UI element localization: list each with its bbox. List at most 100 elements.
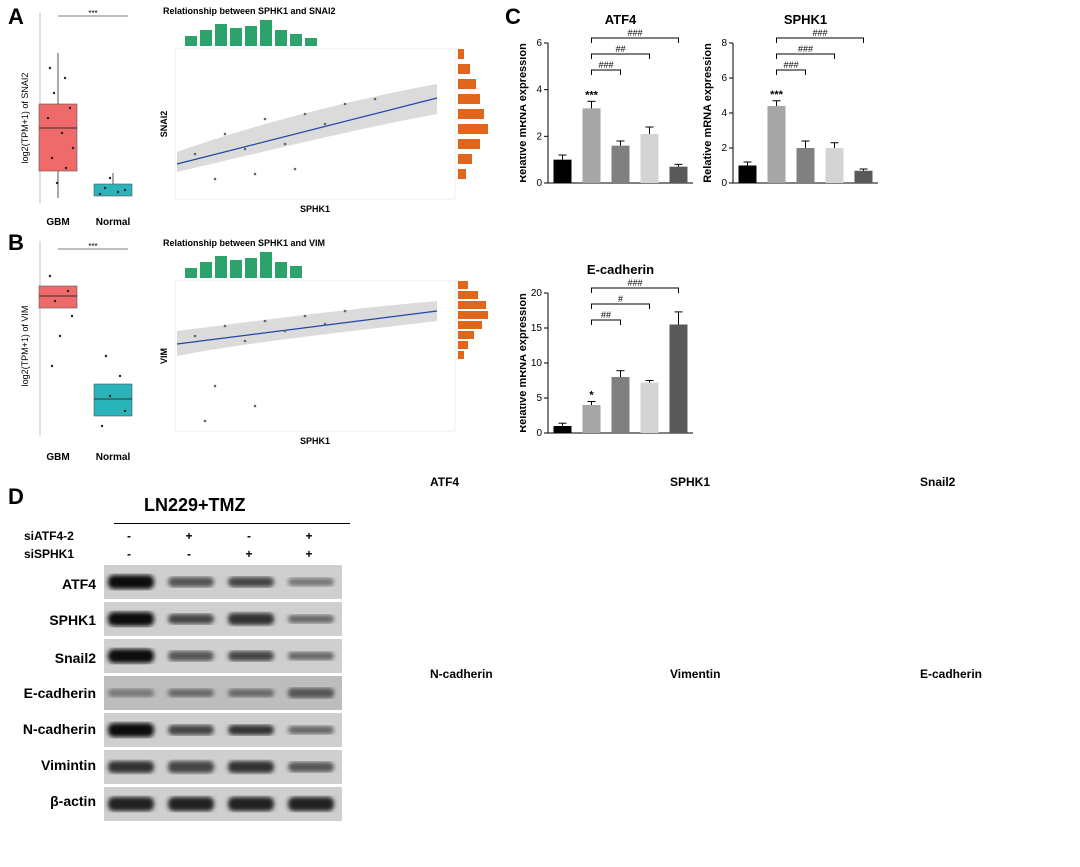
c_sphk1-bar-1 (767, 106, 786, 183)
d-row-sisphk1: siSPHK1 (24, 547, 75, 561)
d-chart-title-sphk1: SPHK1 (670, 475, 710, 489)
blot-label-atf4: ATF4 (62, 576, 96, 592)
c_sphk1-bracket-2 (776, 37, 864, 43)
c_sphk1-bracket-label-0: ### (783, 60, 798, 70)
panel-letter-d: D (8, 484, 24, 509)
c_ecad-bar-3 (640, 382, 659, 433)
c_sphk1-ticklabel-6: 6 (721, 73, 727, 84)
scatter-b-top-hist (185, 252, 302, 278)
blot-label-snail2: Snail2 (54, 650, 96, 666)
scatter-a-right-hist (458, 49, 488, 179)
c_ecad-ylabel: Relative mRNA expression (520, 293, 529, 433)
c_ecad-title: E-cadherin (587, 262, 654, 277)
panel-letter-c: C (505, 4, 521, 29)
c_atf4-bracket-label-1: ## (615, 44, 625, 54)
svg-text:-: - (187, 547, 191, 561)
blot-label-vim: Vimintin (41, 757, 96, 773)
c_ecad-bracket-0 (591, 319, 621, 325)
c_sphk1-bracket-0 (776, 69, 806, 75)
d-chart-title-ncad: N-cadherin (430, 667, 493, 681)
c_ecad-bar-2 (611, 377, 630, 433)
d-row-siatf4: siATF4-2 (24, 529, 74, 543)
c_ecad-bar-0 (553, 426, 572, 433)
boxplot-b-sig: *** (88, 242, 97, 251)
c_ecad-bar-4 (669, 324, 688, 433)
c_atf4-bracket-0 (591, 69, 621, 75)
c_atf4-bar-1 (582, 108, 601, 183)
panel-d-blot: LN229+TMZ siATF4-2 siSPHK1 - + - + - - + + ATF… (14, 495, 350, 835)
c_sphk1-bar-4 (854, 170, 873, 183)
svg-text:+: + (305, 547, 312, 561)
scatter-b-xlabel: SPHK1 (300, 436, 330, 446)
boxplot-a-points (46, 66, 127, 196)
boxplot-a-sig: *** (88, 9, 97, 18)
boxplot-b-cat-normal: Normal (96, 452, 131, 463)
c_atf4-bracket-label-2: ### (627, 28, 642, 38)
c_sphk1-bar-0 (738, 165, 757, 183)
c_atf4-ticklabel-2: 2 (536, 131, 542, 142)
c_atf4-star-1: *** (585, 89, 599, 101)
d-chart-title-atf4: ATF4 (430, 475, 459, 489)
scatter-a-points (193, 97, 377, 181)
c_sphk1-ticklabel-8: 8 (721, 38, 727, 49)
c_ecad-ticklabel-15: 15 (531, 323, 543, 334)
c_sphk1-title: SPHK1 (784, 12, 827, 27)
c_atf4-bar-2 (611, 145, 630, 183)
panel-letter-b: B (8, 230, 24, 255)
svg-text:+: + (305, 529, 312, 543)
panel-d-charts: ATF4 SPHK1 Snail2 N-cadherin Vimentin E-… (430, 475, 982, 681)
c_ecad-ticklabel-10: 10 (531, 358, 543, 369)
c_atf4-ticklabel-0: 0 (536, 178, 542, 189)
c_sphk1-ticklabel-4: 4 (721, 108, 727, 119)
c_atf4-ylabel: Relative mRNA expression (520, 43, 529, 183)
c_atf4-bracket-label-0: ### (598, 60, 613, 70)
c_atf4-bar-4 (669, 166, 688, 183)
c_ecad-bracket-2 (591, 287, 679, 293)
boxplot-a-ylabel: log2(TPM+1) of SNAI2 (20, 73, 30, 164)
boxplot-a-cat-normal: Normal (96, 217, 131, 228)
c_ecad-bar-1 (582, 405, 601, 433)
scatter-b: Relationship between SPHK1 and VIM VIM S… (159, 238, 488, 446)
svg-text:-: - (127, 547, 131, 561)
blot-bands (104, 565, 342, 821)
boxplot-b: log2(TPM+1) of VIM *** GBM Normal (20, 241, 133, 463)
c_sphk1-bracket-1 (776, 53, 835, 59)
c_atf4-ticklabel-4: 4 (536, 85, 542, 96)
c_sphk1-bar-3 (825, 148, 844, 183)
c_sphk1-bracket-label-2: ### (812, 28, 827, 38)
scatter-a-ylabel: SNAI2 (159, 111, 169, 138)
d-chart-title-ecad: E-cadherin (920, 667, 982, 681)
boxplot-b-cat-gbm: GBM (46, 452, 69, 463)
scatter-a: Relationship between SPHK1 and SNAI2 SNA… (159, 6, 488, 214)
scatter-a-title: Relationship between SPHK1 and SNAI2 (163, 6, 336, 16)
c_sphk1-ticklabel-2: 2 (721, 143, 727, 154)
panel-letter-a: A (8, 4, 24, 29)
c_atf4-bar-3 (640, 134, 659, 183)
c_ecad-ticklabel-20: 20 (531, 288, 543, 299)
scatter-b-ylabel: VIM (159, 348, 169, 364)
c_atf4-bracket-1 (591, 53, 650, 59)
svg-text:-: - (247, 529, 251, 543)
boxplot-a: log2(TPM+1) of SNAI2 *** GBM Normal (20, 9, 133, 228)
c_sphk1-star-1: *** (770, 89, 784, 101)
c_atf4-bracket-2 (591, 37, 679, 43)
c_ecad-bracket-label-2: ### (627, 278, 642, 288)
c_ecad-star-1: * (589, 390, 594, 402)
boxplot-b-ylabel: log2(TPM+1) of VIM (20, 306, 30, 387)
scatter-a-top-hist (185, 20, 317, 46)
c_sphk1-bracket-label-1: ### (798, 44, 813, 54)
d-chart-title-vim: Vimentin (670, 667, 720, 681)
boxplot-a-cat-gbm: GBM (46, 217, 69, 228)
scatter-a-xlabel: SPHK1 (300, 204, 330, 214)
c_atf4-ticklabel-6: 6 (536, 38, 542, 49)
c_ecad-ticklabel-5: 5 (536, 393, 542, 404)
c_atf4-title: ATF4 (605, 12, 637, 27)
c_ecad-bracket-label-0: ## (601, 310, 611, 320)
svg-text:+: + (185, 529, 192, 543)
svg-text:-: - (127, 529, 131, 543)
c_atf4-bar-0 (553, 159, 572, 183)
blot-label-ecad: E-cadherin (23, 685, 96, 701)
boxplot-b-points (48, 274, 127, 428)
c_sphk1-ylabel: Relative mRNA expression (702, 43, 714, 183)
